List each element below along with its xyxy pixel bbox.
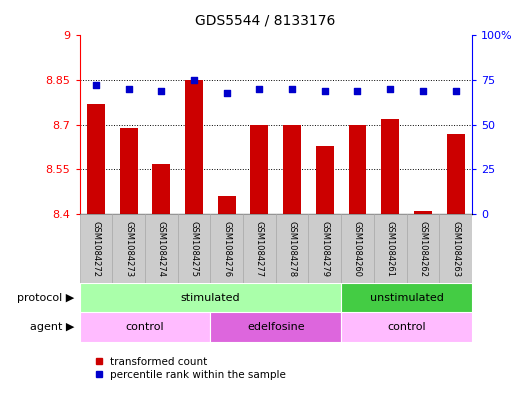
Text: GSM1084277: GSM1084277 [255,220,264,277]
Text: GSM1084272: GSM1084272 [91,220,101,277]
Bar [210,214,243,283]
Bar [152,163,170,214]
Text: GSM1084278: GSM1084278 [288,220,297,277]
Bar [308,214,341,283]
Bar [80,312,210,342]
Bar [218,196,235,214]
Text: edelfosine: edelfosine [247,322,305,332]
Bar [414,211,432,214]
Bar [177,214,210,283]
Bar [275,214,308,283]
Point [92,82,100,88]
Bar [120,128,137,214]
Bar [210,312,341,342]
Point [288,86,296,92]
Point [386,86,394,92]
Bar [381,119,399,214]
Bar [185,80,203,214]
Bar [80,283,341,312]
Text: GSM1084263: GSM1084263 [451,220,460,277]
Point [157,88,165,94]
Bar [406,214,439,283]
Bar [374,214,406,283]
Text: protocol ▶: protocol ▶ [17,293,74,303]
Text: agent ▶: agent ▶ [30,322,74,332]
Text: unstimulated: unstimulated [369,293,444,303]
Text: GSM1084279: GSM1084279 [320,220,329,277]
Bar [112,214,145,283]
Point [353,88,362,94]
Bar [341,214,374,283]
Point [255,86,264,92]
Text: control: control [387,322,426,332]
Text: GDS5544 / 8133176: GDS5544 / 8133176 [195,14,336,28]
Bar [348,125,366,214]
Text: GSM1084262: GSM1084262 [419,220,427,277]
Bar [341,312,472,342]
Bar [341,283,472,312]
Text: GSM1084260: GSM1084260 [353,220,362,277]
Bar [283,125,301,214]
Point [451,88,460,94]
Point [190,77,198,83]
Text: GSM1084276: GSM1084276 [222,220,231,277]
Text: GSM1084275: GSM1084275 [189,220,199,277]
Text: GSM1084273: GSM1084273 [124,220,133,277]
Bar [80,214,112,283]
Text: GSM1084261: GSM1084261 [386,220,394,277]
Point [125,86,133,92]
Bar [250,125,268,214]
Text: control: control [126,322,164,332]
Legend: transformed count, percentile rank within the sample: transformed count, percentile rank withi… [90,353,290,384]
Bar [439,214,472,283]
Text: GSM1084274: GSM1084274 [157,220,166,277]
Bar [145,214,177,283]
Bar [87,104,105,214]
Text: stimulated: stimulated [181,293,240,303]
Bar [447,134,465,214]
Bar [316,146,334,214]
Bar [243,214,276,283]
Point [223,90,231,96]
Point [321,88,329,94]
Point [419,88,427,94]
